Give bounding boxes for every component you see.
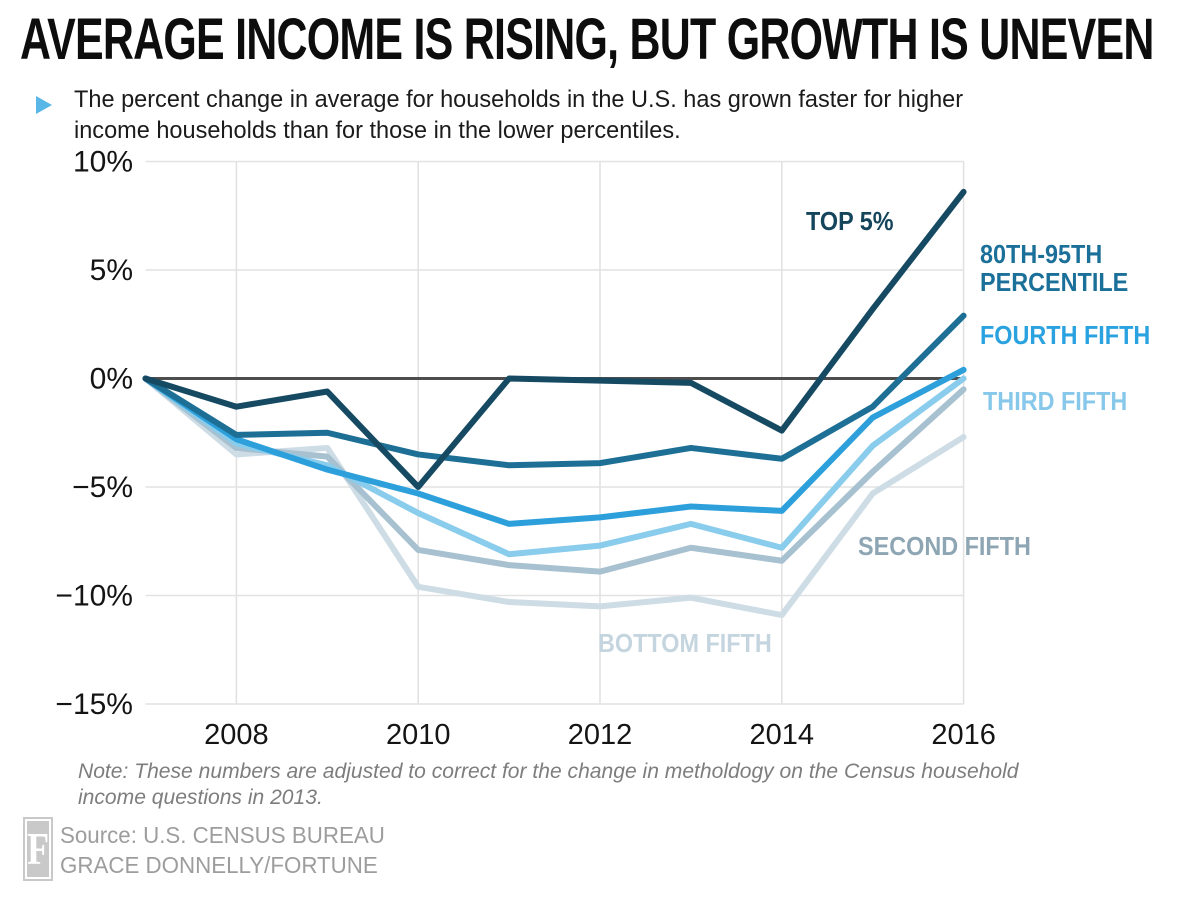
- legend-bottom-fifth: BOTTOM FIFTH: [598, 628, 772, 658]
- legend-second-fifth: SECOND FIFTH: [858, 531, 1031, 561]
- y-axis-tick-label: 0%: [90, 363, 133, 396]
- x-axis-tick-label: 2016: [931, 719, 996, 751]
- footnote-line-1: Note: These numbers are adjusted to corr…: [78, 759, 1019, 783]
- legend-third-fifth: THIRD FIFTH: [983, 386, 1128, 416]
- y-axis-tick-label: −10%: [55, 580, 133, 613]
- y-axis-tick-label: 5%: [90, 254, 133, 287]
- chart-title: AVERAGE INCOME IS RISING, BUT GROWTH IS …: [20, 7, 1154, 72]
- series-line-second-fifth: [142, 375, 967, 575]
- y-axis-tick-label: −5%: [72, 471, 133, 504]
- subtitle-line-2: income households than for those in the …: [74, 117, 681, 144]
- series-line-fourth-fifth: [142, 366, 967, 527]
- legend-80th-95th-percentile: 80TH-95TH PERCENTILE: [980, 239, 1129, 297]
- x-axis-tick-label: 2014: [750, 719, 815, 751]
- y-axis-tick-label: 10%: [73, 146, 133, 179]
- fortune-logo: F: [23, 817, 53, 881]
- legend-fourth-fifth: FOURTH FIFTH: [980, 320, 1151, 350]
- series-line-bottom-fifth: [142, 375, 967, 619]
- series-line-80th-95th-percentile: [142, 312, 967, 469]
- footnote-line-2: income questions in 2013.: [78, 785, 323, 809]
- fortune-logo-letter: F: [27, 823, 49, 874]
- chart-subtitle: The percent change in average for househ…: [74, 84, 963, 146]
- x-axis-tick-label: 2012: [568, 719, 633, 751]
- subtitle-line-1: The percent change in average for househ…: [74, 86, 964, 113]
- source-line-2: GRACE DONNELLY/FORTUNE: [60, 852, 378, 878]
- y-axis-tick-label: −15%: [55, 688, 133, 721]
- legend-top-5-: TOP 5%: [806, 206, 894, 236]
- x-axis-tick-label: 2010: [386, 719, 451, 751]
- series-line-top-5-: [142, 188, 967, 490]
- subtitle-bullet-icon: [36, 96, 52, 114]
- x-axis-tick-label: 2008: [204, 719, 269, 751]
- source-credit: Source: U.S. CENSUS BUREAU GRACE DONNELL…: [60, 820, 385, 880]
- footnote: Note: These numbers are adjusted to corr…: [78, 758, 1019, 810]
- source-line-1: Source: U.S. CENSUS BUREAU: [60, 822, 385, 848]
